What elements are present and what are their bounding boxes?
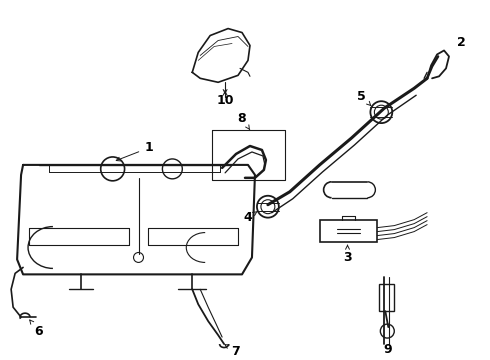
Text: 8: 8 (238, 112, 250, 130)
Text: 5: 5 (357, 90, 371, 105)
Text: 4: 4 (244, 211, 257, 224)
Text: 9: 9 (383, 342, 392, 356)
Text: 10: 10 (217, 91, 234, 107)
Text: 7: 7 (225, 345, 240, 357)
Text: 6: 6 (30, 320, 43, 338)
Text: 1: 1 (116, 141, 153, 161)
Text: 3: 3 (343, 245, 352, 264)
Text: 2: 2 (457, 36, 465, 49)
